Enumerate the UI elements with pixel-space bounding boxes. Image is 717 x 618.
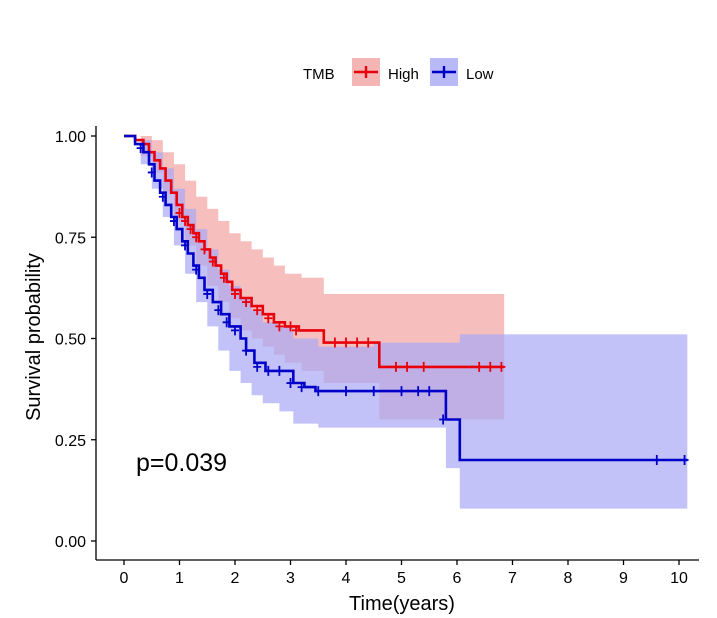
censor-mark-low xyxy=(203,288,212,299)
censor-mark-high xyxy=(200,244,209,255)
censor-mark-low xyxy=(286,378,295,389)
x-tick-label: 5 xyxy=(397,570,406,587)
censor-mark-high xyxy=(330,337,339,348)
censor-mark-low xyxy=(652,455,661,465)
censor-mark-low xyxy=(414,386,423,397)
censor-marks xyxy=(136,143,689,465)
x-tick-label: 2 xyxy=(231,570,240,587)
censor-mark-low xyxy=(231,325,239,336)
legend-line-low xyxy=(432,66,456,78)
censor-mark-low xyxy=(214,305,223,316)
legend-title: TMB xyxy=(303,66,335,83)
censor-mark-high xyxy=(181,216,190,227)
censor-mark-high xyxy=(275,321,284,332)
x-tick-label: 10 xyxy=(670,570,688,587)
survival-line-low xyxy=(124,134,688,462)
y-tick-label: 0.50 xyxy=(55,332,86,349)
censor-mark-high xyxy=(186,224,195,235)
censor-mark-high xyxy=(364,337,373,348)
p-value-annotation: p=0.039 xyxy=(136,449,227,477)
x-tick-label: 4 xyxy=(342,570,351,587)
censor-mark-low xyxy=(397,386,406,397)
censor-mark-high xyxy=(264,313,273,324)
censor-mark-low xyxy=(680,455,689,465)
censor-mark-high xyxy=(286,321,295,332)
x-tick-label: 1 xyxy=(175,570,184,587)
legend-label-low: Low xyxy=(466,66,494,83)
x-tick-label: 0 xyxy=(120,570,129,587)
censor-mark-high xyxy=(253,305,262,316)
censor-mark-high xyxy=(486,361,495,372)
y-tick-label: 0.25 xyxy=(55,433,86,450)
censor-mark-high xyxy=(175,207,184,218)
x-tick-label: 8 xyxy=(564,570,573,587)
censor-mark-high xyxy=(219,272,228,283)
y-axis-title: Survival probability xyxy=(23,253,45,421)
censor-mark-low xyxy=(314,386,323,397)
x-tick-label: 3 xyxy=(286,570,295,587)
censor-mark-low xyxy=(147,167,156,178)
y-tick-label: 1.00 xyxy=(55,129,86,146)
x-tick-label: 9 xyxy=(619,570,628,587)
censor-mark-high xyxy=(475,361,484,372)
censor-mark-high xyxy=(497,361,506,372)
x-tick-label: 6 xyxy=(453,570,462,587)
x-tick-label: 7 xyxy=(508,570,517,587)
censor-mark-high xyxy=(419,361,428,372)
censor-mark-low xyxy=(342,386,350,397)
censor-mark-high xyxy=(342,337,350,348)
x-axis-title: Time(years) xyxy=(349,593,455,615)
censor-mark-low xyxy=(158,191,167,202)
censor-mark-high xyxy=(231,288,239,299)
censor-mark-high xyxy=(208,256,217,267)
censor-mark-high xyxy=(353,337,362,348)
censor-mark-high xyxy=(391,361,400,372)
censor-mark-high xyxy=(192,232,201,243)
axes: 0.00 0.25 0.50 0.75 1.00 0 1 2 3 4 5 6 7 8 9 10 xyxy=(55,126,699,587)
censor-mark-low xyxy=(136,143,145,154)
censor-mark-low xyxy=(369,386,378,397)
censor-mark-low xyxy=(242,345,251,356)
ci-band-low xyxy=(124,136,688,509)
legend-line-high xyxy=(354,66,378,78)
censor-mark-high xyxy=(403,361,412,372)
censor-mark-low xyxy=(297,382,306,393)
y-tick-label: 0.75 xyxy=(55,230,86,247)
legend-label-high: High xyxy=(388,66,419,83)
censor-mark-high xyxy=(242,297,251,308)
censor-mark-low xyxy=(439,414,448,425)
censor-mark-low xyxy=(192,264,201,275)
legend-items: High Low xyxy=(352,58,494,86)
censor-mark-low xyxy=(222,317,231,328)
censor-mark-low xyxy=(169,216,178,227)
censor-mark-low xyxy=(425,386,434,397)
censor-mark-low xyxy=(275,365,284,376)
y-tick-label: 0.00 xyxy=(55,534,86,551)
censor-mark-low xyxy=(181,240,190,251)
confidence-bands xyxy=(124,136,688,509)
legend: TMB High Low xyxy=(303,58,494,86)
censor-mark-high xyxy=(292,325,301,336)
censor-mark-low xyxy=(253,361,262,372)
censor-mark-low xyxy=(264,365,273,376)
